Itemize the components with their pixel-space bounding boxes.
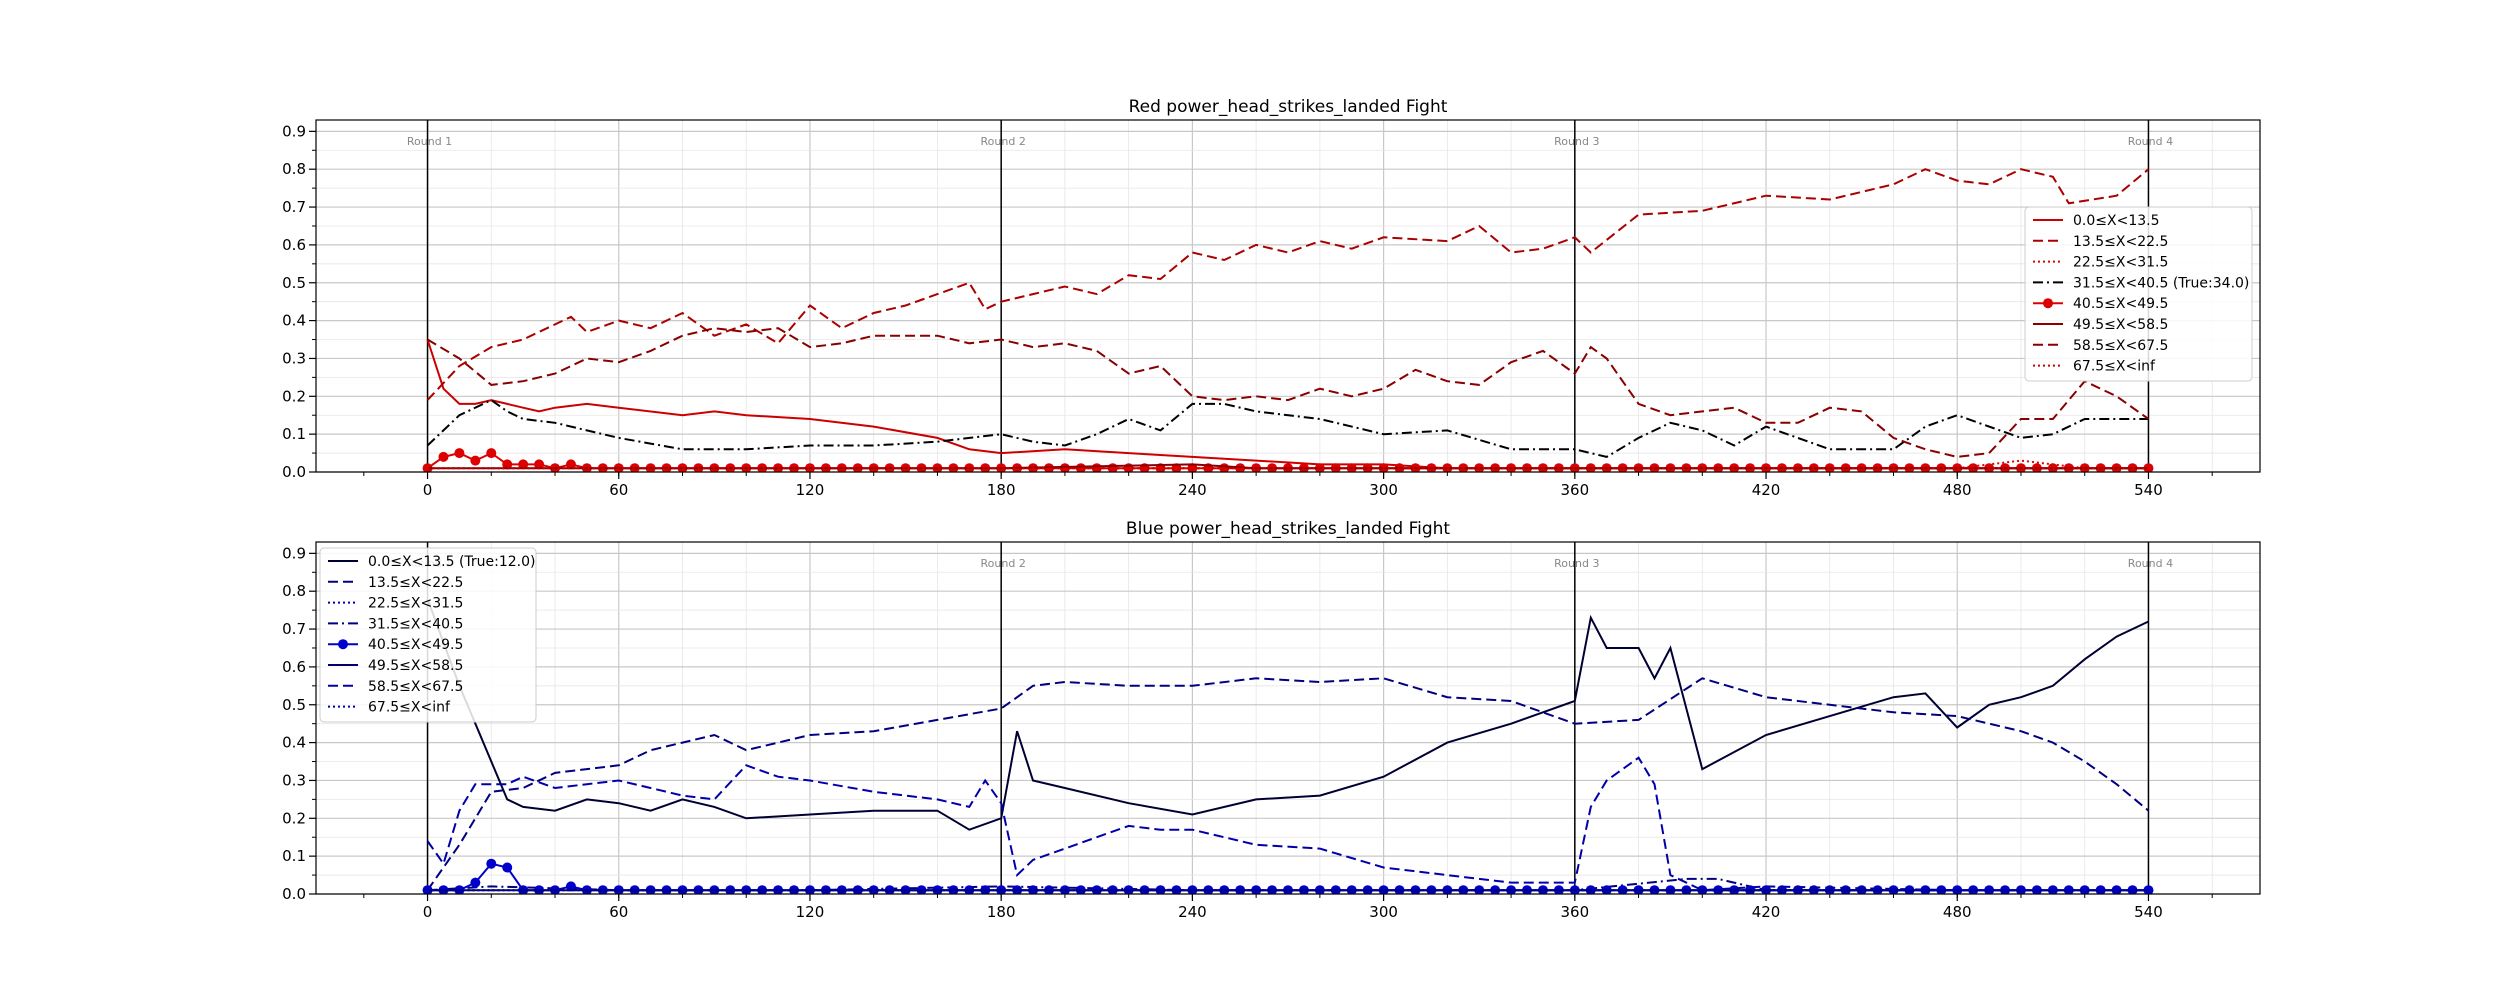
blue-chart-panel: Blue power_head_strikes_landed Fight Roun… bbox=[282, 519, 2261, 921]
red-y-tick-label: 0.1 bbox=[282, 425, 306, 443]
blue-y-tick-label: 0.7 bbox=[282, 620, 306, 638]
blue-series-marker-4 bbox=[502, 862, 513, 873]
red-round-label: Round 3 bbox=[1554, 135, 1599, 148]
blue-series-line-6 bbox=[426, 756, 2149, 892]
red-series-marker-4 bbox=[565, 459, 576, 470]
red-chart-title: Red power_head_strikes_landed Fight bbox=[1129, 97, 1448, 117]
red-x-tick-label: 0 bbox=[423, 481, 433, 499]
red-legend-box bbox=[2024, 206, 2253, 382]
red-x-tick-label: 420 bbox=[1752, 481, 1781, 499]
red-legend-label-0: 0.0≤X<13.5 bbox=[2073, 213, 2160, 229]
blue-y-tick-label: 0.5 bbox=[282, 696, 306, 714]
blue-legend-label-1: 13.5≤X<22.5 bbox=[368, 575, 463, 591]
red-y-tick-label: 0.2 bbox=[282, 387, 306, 405]
blue-axes-frame bbox=[315, 541, 2261, 895]
blue-plot-area bbox=[422, 598, 2154, 894]
blue-legend-label-2: 22.5≤X<31.5 bbox=[368, 596, 463, 612]
red-chart-panel: Red power_head_strikes_landed Fight Round… bbox=[282, 97, 2261, 499]
red-series-marker-4 bbox=[470, 455, 481, 466]
blue-y-tick-label: 0.3 bbox=[282, 771, 306, 789]
red-axes-frame bbox=[315, 119, 2261, 473]
blue-x-tick-label: 540 bbox=[2134, 903, 2163, 921]
blue-x-tick-label: 60 bbox=[609, 903, 628, 921]
red-series-marker-4 bbox=[534, 459, 545, 470]
blue-round-label: Round 2 bbox=[981, 557, 1026, 570]
red-legend-label-7: 67.5≤X<inf bbox=[2073, 359, 2156, 375]
red-series-marker-4 bbox=[502, 459, 513, 470]
blue-y-tick-label: 0.8 bbox=[282, 582, 306, 600]
red-series-line-3 bbox=[426, 398, 2149, 458]
blue-y-tick-label: 0.2 bbox=[282, 809, 306, 827]
blue-y-tick-label: 0.6 bbox=[282, 658, 306, 676]
red-series-line-1 bbox=[426, 168, 2150, 401]
red-legend-label-6: 58.5≤X<67.5 bbox=[2073, 338, 2168, 354]
red-legend-label-1: 13.5≤X<22.5 bbox=[2073, 234, 2168, 250]
blue-series-marker-4 bbox=[486, 858, 497, 869]
red-x-tick-label: 480 bbox=[1943, 481, 1972, 499]
red-y-tick-label: 0.6 bbox=[282, 236, 306, 254]
red-x-tick-label: 360 bbox=[1560, 481, 1589, 499]
blue-legend-label-6: 58.5≤X<67.5 bbox=[368, 679, 463, 695]
blue-legend-label-0: 0.0≤X<13.5 (True:12.0) bbox=[368, 554, 536, 570]
red-y-tick-label: 0.3 bbox=[282, 349, 306, 367]
red-legend-label-5: 49.5≤X<58.5 bbox=[2073, 317, 2168, 333]
blue-x-tick-label: 0 bbox=[423, 903, 433, 921]
blue-legend-marker-4 bbox=[338, 639, 348, 650]
blue-x-tick-label: 360 bbox=[1560, 903, 1589, 921]
red-series-marker-4 bbox=[438, 451, 449, 462]
blue-legend-label-3: 31.5≤X<40.5 bbox=[368, 616, 463, 632]
red-x-tick-label: 180 bbox=[987, 481, 1016, 499]
red-x-tick-label: 60 bbox=[609, 481, 628, 499]
red-legend: 0.0≤X<13.5 13.5≤X<22.5 22.5≤X<31.5 31.5≤X<4… bbox=[2024, 206, 2253, 382]
blue-x-tick-label: 300 bbox=[1369, 903, 1398, 921]
blue-x-tick-label: 480 bbox=[1943, 903, 1972, 921]
blue-y-tick-label: 0.9 bbox=[282, 544, 306, 562]
blue-y-tick-label: 0.0 bbox=[282, 885, 306, 903]
blue-legend-label-7: 67.5≤X<inf bbox=[368, 700, 451, 716]
blue-chart-title: Blue power_head_strikes_landed Fight bbox=[1126, 519, 1450, 539]
red-x-tick-label: 120 bbox=[796, 481, 825, 499]
red-y-tick-label: 0.5 bbox=[282, 274, 306, 292]
red-series-marker-4 bbox=[454, 448, 465, 459]
blue-y-tick-label: 0.1 bbox=[282, 847, 306, 865]
red-legend-label-2: 22.5≤X<31.5 bbox=[2073, 255, 2168, 271]
blue-legend-label-5: 49.5≤X<58.5 bbox=[368, 658, 463, 674]
red-legend-label-3: 31.5≤X<40.5 (True:34.0) bbox=[2073, 275, 2249, 291]
red-round-label: Round 4 bbox=[2128, 135, 2173, 148]
red-series-marker-4 bbox=[486, 448, 497, 459]
blue-legend-label-4: 40.5≤X<49.5 bbox=[368, 637, 463, 653]
blue-legend: 0.0≤X<13.5 (True:12.0) 13.5≤X<22.5 22.5≤X<… bbox=[319, 547, 537, 723]
blue-series-marker-4 bbox=[565, 881, 576, 892]
red-x-tick-label: 300 bbox=[1369, 481, 1398, 499]
blue-legend-box bbox=[319, 547, 537, 723]
blue-series-marker-4 bbox=[470, 877, 481, 888]
blue-x-tick-label: 420 bbox=[1752, 903, 1781, 921]
red-y-tick-label: 0.4 bbox=[282, 312, 306, 330]
blue-x-tick-label: 180 bbox=[987, 903, 1016, 921]
red-series-line-6 bbox=[426, 327, 2150, 458]
blue-round-label: Round 4 bbox=[2128, 557, 2173, 570]
red-x-tick-label: 240 bbox=[1178, 481, 1207, 499]
red-legend-label-4: 40.5≤X<49.5 bbox=[2073, 296, 2168, 312]
red-round-label: Round 2 bbox=[981, 135, 1026, 148]
blue-round-label: Round 3 bbox=[1554, 557, 1599, 570]
red-legend-marker-4 bbox=[2043, 298, 2053, 309]
red-y-tick-label: 0.8 bbox=[282, 160, 306, 178]
blue-x-tick-label: 240 bbox=[1178, 903, 1207, 921]
blue-series-line-1 bbox=[426, 677, 2150, 891]
red-series-line-5 bbox=[427, 463, 2149, 470]
red-y-tick-label: 0.9 bbox=[282, 122, 306, 140]
red-round-label: Round 1 bbox=[407, 135, 452, 148]
red-y-tick-label: 0.0 bbox=[282, 463, 306, 481]
red-y-tick-label: 0.7 bbox=[282, 198, 306, 216]
blue-x-tick-label: 120 bbox=[796, 903, 825, 921]
blue-series-line-0 bbox=[426, 598, 2149, 831]
red-x-tick-label: 540 bbox=[2134, 481, 2163, 499]
blue-y-tick-label: 0.4 bbox=[282, 734, 306, 752]
red-series-marker-4 bbox=[518, 459, 529, 470]
red-plot-area bbox=[422, 168, 2154, 472]
